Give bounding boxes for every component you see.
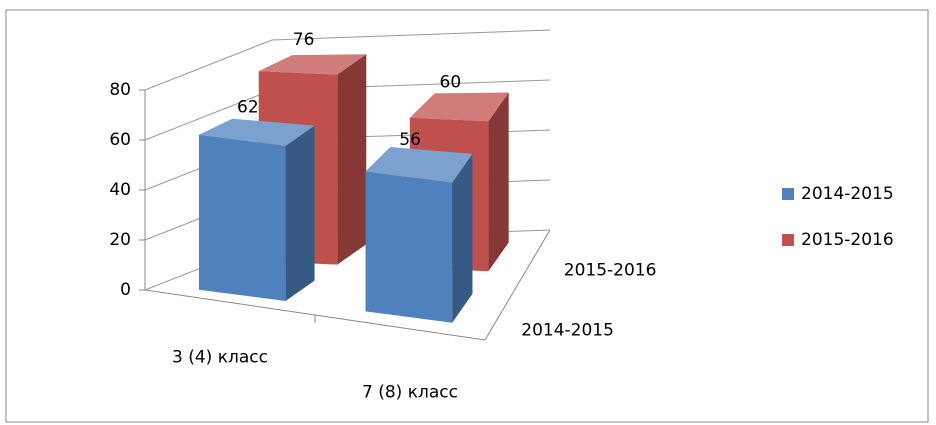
- y-tick-label: 80: [109, 80, 131, 100]
- y-tick-label: 60: [109, 130, 131, 150]
- bar-top: [198, 118, 315, 146]
- depth-label: 2014-2015: [521, 321, 614, 341]
- value-label: 56: [399, 130, 421, 150]
- y-tick-label: 40: [109, 180, 131, 200]
- y-tick-label: 20: [109, 230, 131, 250]
- bar: [198, 134, 286, 301]
- bar-top: [258, 54, 367, 75]
- x-tick-label: 3 (4) класс: [172, 348, 268, 368]
- depth-label: 2015-2016: [564, 261, 657, 281]
- bar-top: [365, 146, 473, 183]
- value-label: 62: [237, 97, 259, 117]
- bar-side: [337, 54, 367, 265]
- x-tick-label: 7 (8) класс: [362, 383, 458, 403]
- grid-line: [144, 29, 551, 91]
- y-tick-label: 0: [120, 280, 131, 300]
- legend-label: 2014-2015: [801, 184, 894, 204]
- legend-swatch: [782, 234, 794, 246]
- legend-swatch: [782, 188, 794, 200]
- bar-side: [452, 153, 473, 323]
- value-label: 60: [440, 72, 462, 92]
- bar-side: [285, 125, 315, 301]
- bar: [365, 171, 453, 323]
- value-label: 76: [293, 30, 315, 50]
- bar-side: [488, 92, 509, 272]
- legend-label: 2015-2016: [801, 230, 894, 250]
- bar-top: [409, 92, 509, 122]
